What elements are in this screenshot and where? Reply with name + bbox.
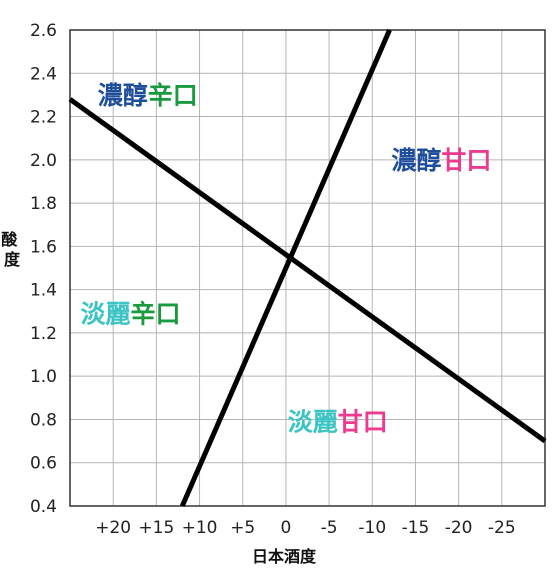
y-tick-label: 1.6 (30, 237, 57, 257)
y-tick-label: 2.4 (30, 64, 57, 84)
region-label-4: 淡麗甘口 (288, 408, 388, 437)
y-tick-label: 0.4 (30, 497, 57, 517)
x-tick-label: +20 (95, 518, 131, 538)
y-tick-label: 2.2 (30, 108, 57, 128)
y-tick-label: 2.6 (30, 21, 57, 41)
y-tick-label: 2.0 (30, 151, 57, 171)
region-label-part-1: 淡麗 (80, 299, 130, 328)
series-lines (68, 29, 547, 507)
x-tick-label: +10 (182, 518, 218, 538)
x-tick-label: 0 (280, 518, 291, 538)
x-tick-labels: +20 +15 +10 +5 0 -5 -10 -15 -20 -25 (95, 518, 515, 538)
region-label-part-1: 淡麗 (288, 408, 338, 437)
region-label-1: 濃醇辛口 (98, 81, 198, 110)
region-label-part-1: 濃醇 (98, 81, 148, 110)
x-tick-label: -25 (488, 518, 516, 538)
region-label-part-2: 甘口 (338, 408, 388, 437)
y-tick-labels: 0.4 0.6 0.8 1.0 1.2 1.4 1.6 1.8 2.0 2.2 2.4 2.6 (30, 21, 57, 517)
y-tick-label: 1.8 (30, 194, 57, 214)
y-tick-label: 1.2 (30, 324, 57, 344)
region-label-3: 淡麗辛口 (80, 299, 180, 328)
series-line-2 (179, 29, 392, 507)
series-line-1 (68, 97, 547, 444)
y-tick-label: 1.0 (30, 367, 57, 387)
region-label-part-2: 甘口 (441, 146, 491, 175)
x-tick-label: -15 (402, 518, 430, 538)
region-label-part-2: 辛口 (130, 299, 180, 328)
x-axis-title: 日本酒度 (252, 547, 317, 566)
y-tick-label: 0.6 (30, 454, 57, 474)
x-tick-label: -5 (321, 518, 338, 538)
y-axis-title-char-2: 度 (4, 250, 21, 269)
x-tick-label: +15 (138, 518, 174, 538)
y-axis-title: 酸 度 (1, 230, 23, 269)
region-label-part-2: 辛口 (148, 81, 198, 110)
x-tick-label: +5 (230, 518, 255, 538)
plot-frame (69, 29, 546, 507)
y-axis-title-char-1: 酸 (1, 230, 18, 249)
region-label-part-1: 濃醇 (391, 146, 441, 175)
y-tick-label: 1.4 (30, 281, 57, 301)
x-tick-label: -20 (445, 518, 473, 538)
region-label-2: 濃醇甘口 (391, 146, 491, 175)
y-tick-label: 0.8 (30, 410, 57, 430)
x-tick-label: -10 (358, 518, 386, 538)
